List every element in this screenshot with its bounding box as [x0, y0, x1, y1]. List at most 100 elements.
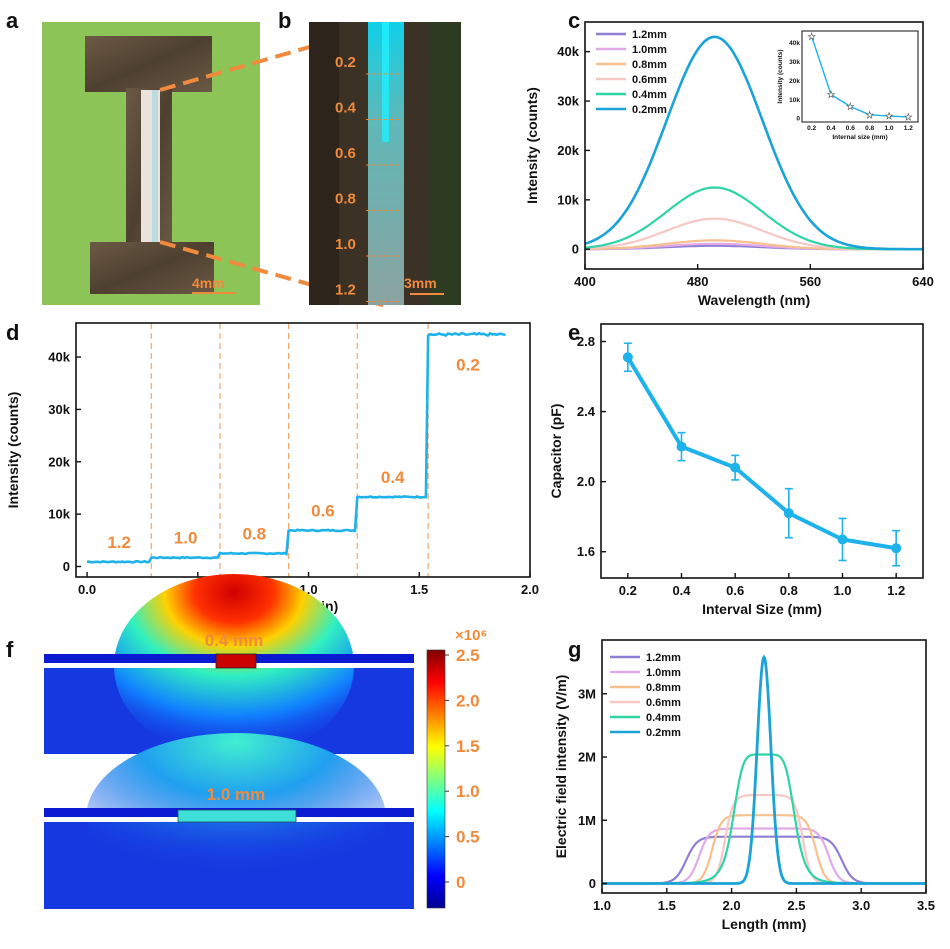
c-ytick-label: 0 — [572, 242, 579, 257]
data-point — [891, 543, 902, 554]
inset-ytick-label: 0 — [796, 116, 800, 123]
scale-label-a: 4mm — [192, 275, 225, 291]
g-xtick-label: 2.5 — [787, 898, 805, 913]
e-xtick-label: 0.8 — [780, 583, 798, 598]
e-xlabel: Interval Size (mm) — [702, 601, 822, 617]
position-mark-label: 0.8 — [335, 191, 356, 208]
step-annotation: 0.2 — [456, 356, 480, 375]
c-ytick-label: 10k — [557, 192, 579, 207]
d-ytick-label: 20k — [48, 454, 70, 469]
g-xtick-label: 1.0 — [593, 898, 611, 913]
electrode-gap-bottom — [177, 809, 297, 823]
g-frame — [601, 639, 927, 894]
c-xtick-label: 480 — [687, 274, 709, 289]
field-line-0.4mm — [602, 753, 926, 885]
c-xtick-label: 560 — [799, 274, 821, 289]
c-xtick-label: 400 — [574, 274, 596, 289]
position-mark-label: 1.2 — [335, 282, 356, 299]
inset-point: ★ — [846, 101, 854, 111]
c-frame — [584, 21, 924, 270]
panel-a: a 4mm — [6, 8, 260, 305]
c-ytick-label: 20k — [557, 143, 579, 158]
panel-label-c: c — [568, 8, 580, 33]
colorbar-tick-label: 0 — [456, 873, 465, 892]
legend-label: 0.6mm — [646, 697, 681, 709]
inset-xtick-label: 1.0 — [884, 125, 893, 132]
d-frame — [75, 322, 531, 578]
d-ytick-label: 10k — [48, 507, 70, 522]
data-point — [622, 352, 633, 363]
colorbar — [426, 649, 446, 909]
field-line-1.2mm — [602, 835, 926, 885]
field-line-0.6mm — [602, 793, 926, 885]
c-ylabel: Intensity (counts) — [524, 87, 540, 204]
position-mark-label: 0.2 — [335, 54, 356, 71]
inset-ytick-label: 10k — [789, 97, 800, 104]
colorbar-unit: ×10⁶ — [455, 627, 487, 644]
panel-label-e: e — [568, 320, 580, 345]
g-ytick-label: 2M — [578, 750, 596, 765]
inset-ytick-label: 40k — [789, 40, 800, 47]
inset-point: ★ — [904, 112, 912, 122]
data-point — [676, 441, 687, 452]
panel-label-a: a — [6, 8, 19, 33]
position-mark-label: 0.6 — [335, 145, 356, 162]
d-ytick-label: 40k — [48, 350, 70, 365]
position-mark-label: 0.4 — [335, 100, 357, 117]
e-ytick-label: 1.6 — [577, 544, 595, 559]
legend-label: 0.2mm — [632, 104, 667, 116]
e-ytick-label: 2.0 — [577, 474, 595, 489]
inset-point: ★ — [885, 111, 893, 121]
time-series-line — [87, 331, 506, 564]
gap-label-bottom: 1.0 mm — [207, 785, 266, 804]
g-xtick-label: 2.0 — [723, 898, 741, 913]
legend-label: 0.4mm — [632, 89, 667, 101]
step-annotation: 1.0 — [174, 529, 198, 548]
inset-line — [811, 36, 909, 118]
legend-label: 0.6mm — [632, 74, 667, 86]
inset-xlabel: Internal size (mm) — [832, 134, 887, 141]
c-ytick-label: 40k — [557, 44, 579, 59]
inset-ylabel: Intensity (counts) — [777, 49, 784, 103]
step-annotation: 0.8 — [242, 524, 266, 543]
legend-label: 0.8mm — [632, 59, 667, 71]
e-ytick-label: 2.4 — [577, 404, 596, 419]
capacitance-line — [626, 356, 897, 551]
g-ytick-label: 3M — [578, 686, 596, 701]
inset-xtick-label: 0.2 — [807, 125, 816, 132]
series-line-0.2mm — [584, 35, 923, 251]
e-xtick-label: 0.2 — [619, 583, 637, 598]
step-annotation: 0.4 — [381, 468, 405, 487]
step-annotation: 0.6 — [311, 501, 335, 520]
panel-d: d 0.00.51.01.52.0010k20k30k40kTime (min)… — [5, 320, 539, 614]
grip-top — [85, 36, 212, 92]
c-xtick-label: 640 — [912, 274, 934, 289]
e-xtick-label: 1.2 — [887, 583, 905, 598]
data-point — [837, 534, 848, 545]
scale-label-b: 3mm — [404, 275, 437, 291]
g-xtick-label: 3.0 — [852, 898, 870, 913]
g-ytick-label: 0 — [589, 876, 596, 891]
panel-e: e 0.2 0.4 0.6 0.8 1.0 1.2 1.6 2.0 2.4 2.8 Interval… — [548, 320, 924, 617]
d-xtick-label: 1.5 — [410, 582, 428, 597]
inset-frame — [801, 30, 919, 123]
e-frame — [600, 323, 924, 579]
inset-ytick-label: 20k — [789, 78, 800, 85]
colorbar-tick-label: 1.0 — [456, 782, 480, 801]
g-ytick-label: 1M — [578, 813, 596, 828]
panel-c: c 400 480 560 640 0 10k 20k 30k 40k Wavelength (n… — [524, 8, 934, 308]
colorbar-tick-label: 1.5 — [456, 737, 480, 756]
g-xtick-label: 3.5 — [917, 898, 935, 913]
panel-label-g: g — [568, 637, 581, 662]
inset-xtick-label: 1.2 — [904, 125, 913, 132]
inset-point: ★ — [866, 110, 874, 120]
panel-g: g 1.0 1.5 2.0 2.5 3.0 3.5 0 1M 2M 3M Length (mm) El… — [553, 637, 935, 932]
field-line-0.8mm — [602, 814, 926, 885]
legend-label: 1.0mm — [632, 44, 667, 56]
e-xtick-label: 1.0 — [833, 583, 851, 598]
d-xtick-label: 2.0 — [521, 582, 539, 597]
step-annotation: 1.2 — [107, 533, 131, 552]
legend-label: 0.8mm — [646, 682, 681, 694]
d-xtick-label: 0.0 — [78, 582, 96, 597]
inset-ytick-label: 30k — [789, 59, 800, 66]
